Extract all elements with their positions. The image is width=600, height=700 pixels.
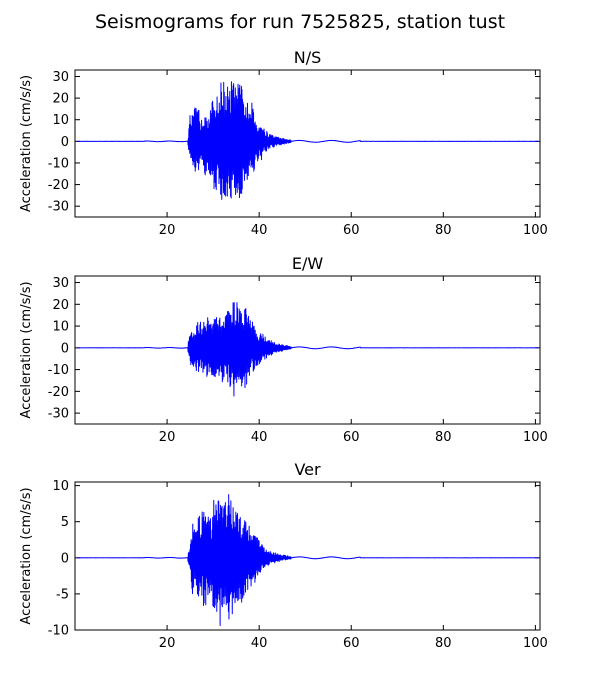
y-tick-label: 30 (52, 70, 69, 85)
x-tick-label: 40 (251, 430, 268, 445)
x-tick-label: 80 (435, 430, 452, 445)
x-tick-label: 100 (523, 223, 548, 238)
y-tick-label: -20 (48, 178, 69, 193)
subplot-title: Ver (294, 460, 321, 479)
x-tick-label: 80 (435, 636, 452, 651)
x-tick-label: 20 (159, 430, 176, 445)
y-tick-label: -30 (48, 407, 69, 422)
y-tick-label: 0 (61, 551, 69, 566)
plot-area (74, 481, 541, 631)
y-tick-label: 0 (61, 135, 69, 150)
x-tick-label: 40 (251, 223, 268, 238)
y-axis-label: Acceleration (cm/s/s) (19, 487, 34, 624)
x-tick-label: 100 (523, 636, 548, 651)
y-tick-label: 20 (52, 92, 69, 107)
x-tick-label: 60 (343, 223, 360, 238)
x-tick-label: 60 (343, 430, 360, 445)
subplot-title: N/S (294, 48, 322, 67)
y-tick-label: -10 (48, 156, 69, 171)
y-axis-label: Acceleration (cm/s/s) (19, 281, 34, 418)
y-tick-label: 5 (61, 515, 69, 530)
seismogram-trace (77, 81, 539, 200)
x-tick-label: 60 (343, 636, 360, 651)
seismogram-trace (77, 302, 539, 397)
subplot-title: E/W (292, 254, 324, 273)
y-tick-label: -20 (48, 385, 69, 400)
x-tick-label: 80 (435, 223, 452, 238)
y-tick-label: 10 (52, 113, 69, 128)
y-tick-label: 10 (52, 320, 69, 335)
x-tick-label: 20 (159, 636, 176, 651)
x-tick-label: 100 (523, 430, 548, 445)
y-tick-label: 30 (52, 276, 69, 291)
seismogram-trace (77, 494, 539, 626)
plot-area (74, 275, 541, 425)
y-tick-label: -10 (48, 624, 69, 639)
x-tick-label: 20 (159, 223, 176, 238)
y-tick-label: -5 (56, 587, 69, 602)
y-axis-label: Acceleration (cm/s/s) (19, 75, 34, 212)
y-tick-label: -30 (48, 200, 69, 215)
y-tick-label: 20 (52, 298, 69, 313)
y-tick-label: -10 (48, 363, 69, 378)
plot-area (74, 69, 541, 218)
y-tick-label: 10 (52, 479, 69, 494)
x-tick-label: 40 (251, 636, 268, 651)
figure-title: Seismograms for run 7525825, station tus… (95, 11, 505, 33)
y-tick-label: 0 (61, 341, 69, 356)
